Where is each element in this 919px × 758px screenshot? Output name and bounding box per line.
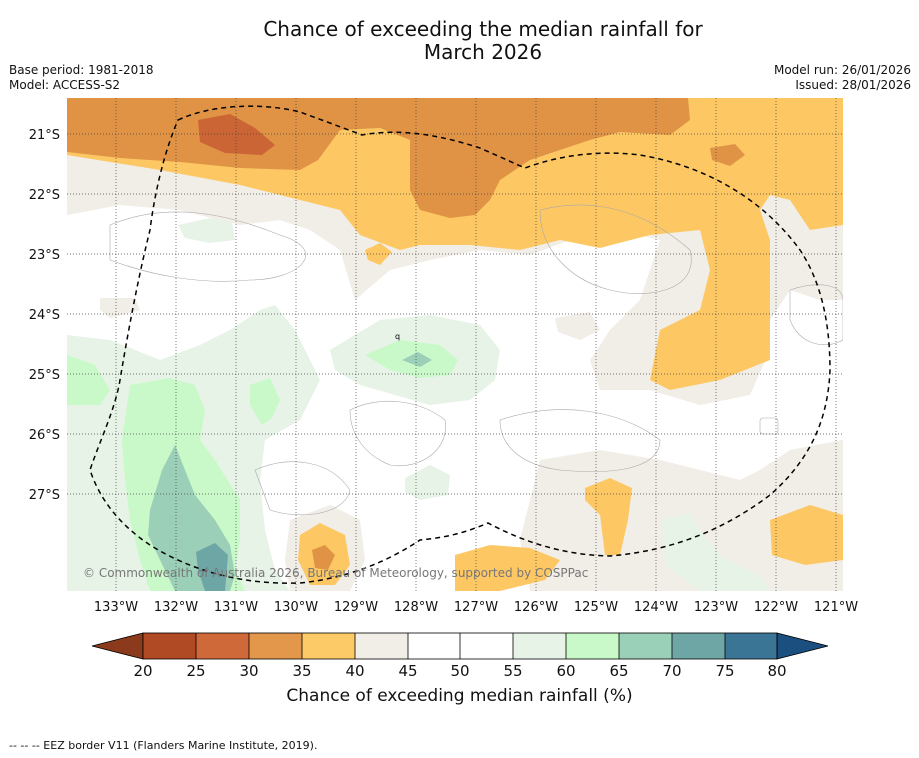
- colorbar-tick: 35: [292, 662, 311, 680]
- lon-label: 128°W: [394, 600, 438, 615]
- lon-label: 125°W: [574, 600, 618, 615]
- lon-label: 124°W: [634, 600, 678, 615]
- region-35-40-south-1: [585, 478, 632, 555]
- region-35-40-south-3: [770, 505, 843, 565]
- model-name: Model: ACCESS-S2: [9, 78, 121, 92]
- region-25-30: [198, 114, 275, 155]
- region-35-40-north: [67, 98, 843, 390]
- lon-labels: 133°W 132°W 131°W 130°W 129°W 128°W 127°…: [94, 600, 858, 615]
- lon-label: 131°W: [214, 600, 258, 615]
- lat-label: 27°S: [29, 488, 60, 503]
- eez-footnote: -- -- -- EEZ border V11 (Flanders Marine…: [9, 739, 318, 752]
- lat-label: 26°S: [29, 428, 60, 443]
- title-line-2: March 2026: [423, 40, 543, 64]
- colorbar-segment: [143, 633, 196, 659]
- eez-border: [89, 105, 831, 584]
- colorbar-tick: 55: [503, 662, 522, 680]
- lon-label: 132°W: [154, 600, 198, 615]
- contour-4: [499, 409, 661, 472]
- colorbar-tick: 60: [556, 662, 575, 680]
- contour-2: [539, 204, 692, 294]
- map-mark: q: [395, 332, 400, 341]
- colorbar-tick: 40: [345, 662, 364, 680]
- colorbar-segment: [566, 633, 619, 659]
- lon-label: 127°W: [454, 600, 498, 615]
- colorbar-segment: [355, 633, 408, 659]
- region-30-35-south: [312, 545, 335, 570]
- colorbar: 20 25 30 35 40 45 50 55 60 65 70 75 80: [91, 632, 829, 680]
- base-period: Base period: 1981-2018: [9, 63, 154, 77]
- lon-label: 121°W: [814, 600, 858, 615]
- model-run: Model run: 26/01/2026: [773, 63, 911, 77]
- region-65-70-small: [402, 352, 432, 367]
- lat-labels: 21°S 22°S 23°S 24°S 25°S 26°S 27°S: [29, 128, 60, 503]
- copyright-text: © Commonwealth of Australia 2026, Bureau…: [83, 566, 588, 580]
- meta-left: Base period: 1981-2018 Model: ACCESS-S2: [9, 63, 154, 93]
- colorbar-segment: [725, 633, 777, 659]
- colorbar-tick: 30: [239, 662, 258, 680]
- colorbar-segment: [619, 633, 672, 659]
- region-35-40-south-2: [455, 545, 560, 591]
- title-line-1: Chance of exceeding the median rainfall …: [263, 17, 703, 41]
- issued-date: Issued: 28/01/2026: [795, 78, 911, 92]
- colorbar-segment: [672, 633, 725, 659]
- colorbar-segment: [196, 633, 249, 659]
- lat-label: 21°S: [29, 128, 60, 143]
- colorbar-segment: [513, 633, 566, 659]
- lon-label: 123°W: [694, 600, 738, 615]
- region-70-75: [196, 543, 228, 591]
- colorbar-segment: [302, 633, 355, 659]
- meta-right: Model run: 26/01/2026 Issued: 28/01/2026: [774, 63, 911, 93]
- lon-label: 126°W: [514, 600, 558, 615]
- colorbar-tick: 65: [609, 662, 628, 680]
- colorbar-tick: 45: [398, 662, 417, 680]
- colorbar-tick: 25: [186, 662, 205, 680]
- colorbar-dividers: [195, 633, 726, 659]
- colorbar-tick: 80: [767, 662, 786, 680]
- region-55-60-small-1: [178, 218, 235, 243]
- lon-label: 129°W: [334, 600, 378, 615]
- colorbar-segment: [408, 633, 460, 659]
- colorbar-ticks: 20 25 30 35 40 45 50 55 60 65 70 75 80: [133, 662, 786, 680]
- map-plot-area: [67, 98, 843, 591]
- colorbar-tick: 75: [715, 662, 734, 680]
- colorbar-high-extend: [776, 632, 829, 660]
- region-40-45-beige-2: [555, 312, 600, 340]
- region-60-65-small: [250, 378, 280, 425]
- region-30-35-small: [710, 144, 745, 166]
- map-title: Chance of exceeding the median rainfall …: [0, 18, 919, 64]
- region-35-40-small-1: [365, 243, 392, 265]
- colorbar-tick: 50: [450, 662, 469, 680]
- colorbar-low-extend: [91, 632, 144, 660]
- colorbar-title: Chance of exceeding median rainfall (%): [286, 686, 633, 706]
- contour-3: [349, 401, 446, 467]
- lon-label: 133°W: [94, 600, 138, 615]
- lat-label: 25°S: [29, 368, 60, 383]
- contour-1: [109, 211, 306, 282]
- colorbar-tick: 70: [662, 662, 681, 680]
- gridlines: [67, 98, 843, 591]
- colorbar-tick: 20: [133, 662, 152, 680]
- region-40-45-beige-1: [100, 298, 140, 318]
- colorbar-segment: [460, 633, 513, 659]
- lat-label: 24°S: [29, 308, 60, 323]
- lat-label: 22°S: [29, 188, 60, 203]
- lat-label: 23°S: [29, 248, 60, 263]
- colorbar-segment: [249, 633, 302, 659]
- lon-label: 130°W: [274, 600, 318, 615]
- lon-label: 122°W: [754, 600, 798, 615]
